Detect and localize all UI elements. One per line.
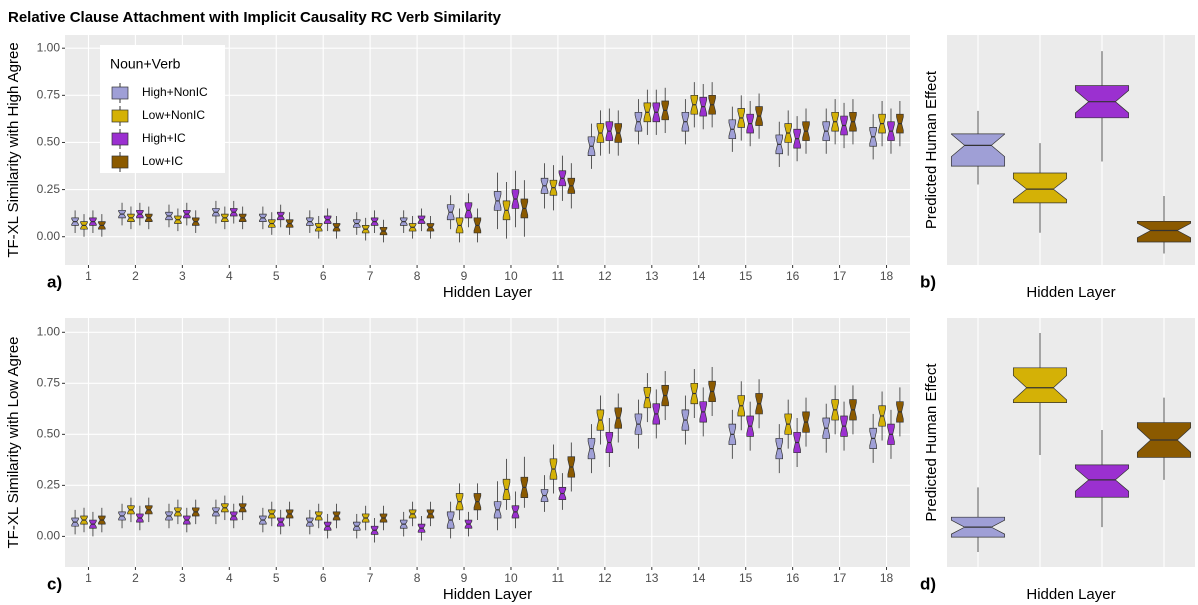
panel-label: b) [920,272,936,291]
panel-label: c) [47,574,62,593]
x-axis-label: Hidden Layer [1026,284,1115,301]
y-tick-label: 0.50 [37,135,61,149]
legend-key [111,109,129,123]
x-tick-label: 5 [273,269,280,283]
legend-title: Noun+Verb [110,56,181,72]
y-axis-label: TF-XL Similarity with Low Agree [5,336,22,548]
x-tick-label: 17 [833,571,847,585]
x-axis-label: Hidden Layer [1026,586,1115,603]
x-tick-label: 10 [504,269,518,283]
x-tick-label: 9 [461,571,468,585]
plot-background [65,318,910,567]
y-axis-label: Predicted Human Effect [923,70,940,229]
box [1136,220,1192,243]
legend-label: High+IC [142,131,186,145]
y-tick-label: 0.50 [37,427,61,441]
box [1012,367,1068,404]
box [1012,172,1068,204]
y-tick-label: 0.75 [37,375,61,389]
legend-key [111,86,129,100]
chart-title: Relative Clause Attachment with Implicit… [8,9,502,26]
x-tick-label: 16 [786,571,800,585]
y-tick-label: 0.00 [37,529,61,543]
x-tick-label: 16 [786,269,800,283]
x-tick-label: 6 [320,571,327,585]
x-tick-label: 9 [461,269,468,283]
x-tick-label: 13 [645,571,659,585]
box [950,133,1006,167]
x-tick-label: 18 [880,571,894,585]
x-tick-label: 14 [692,269,706,283]
x-axis-label: Hidden Layer [443,284,532,301]
x-tick-label: 3 [179,269,186,283]
x-tick-label: 14 [692,571,706,585]
legend-label: Low+IC [142,154,183,168]
x-tick-label: 12 [598,269,612,283]
x-tick-label: 4 [226,269,233,283]
legend-key [111,132,129,146]
x-tick-label: 1 [85,571,92,585]
x-tick-label: 6 [320,269,327,283]
x-tick-label: 12 [598,571,612,585]
box [1074,464,1130,498]
x-tick-label: 11 [552,269,565,283]
y-tick-label: 0.75 [37,87,61,101]
y-tick-label: 0.25 [37,182,61,196]
x-tick-label: 3 [179,571,186,585]
x-tick-label: 18 [880,269,894,283]
x-axis-label: Hidden Layer [443,586,532,603]
y-axis-label: TF-XL Similarity with High Agree [5,42,22,257]
x-tick-label: 13 [645,269,659,283]
x-tick-label: 8 [414,571,421,585]
y-tick-label: 1.00 [37,40,61,54]
x-tick-label: 2 [132,269,139,283]
x-tick-label: 10 [504,571,518,585]
y-tick-label: 0.00 [37,229,61,243]
panel-label: a) [47,272,62,291]
y-tick-label: 1.00 [37,324,61,338]
legend-background [100,45,225,173]
legend-key [111,155,129,169]
x-tick-label: 7 [367,571,374,585]
x-tick-label: 2 [132,571,139,585]
legend-label: High+NonIC [142,85,208,99]
x-tick-label: 1 [85,269,92,283]
panel-label: d) [920,574,936,593]
x-tick-label: 11 [552,571,565,585]
x-tick-label: 4 [226,571,233,585]
legend-label: Low+NonIC [142,108,205,122]
y-axis-label: Predicted Human Effect [923,363,940,522]
x-tick-label: 5 [273,571,280,585]
x-tick-label: 17 [833,269,847,283]
x-tick-label: 8 [414,269,421,283]
x-tick-label: 15 [739,571,753,585]
x-tick-label: 15 [739,269,753,283]
x-tick-label: 7 [367,269,374,283]
y-tick-label: 0.25 [37,478,61,492]
